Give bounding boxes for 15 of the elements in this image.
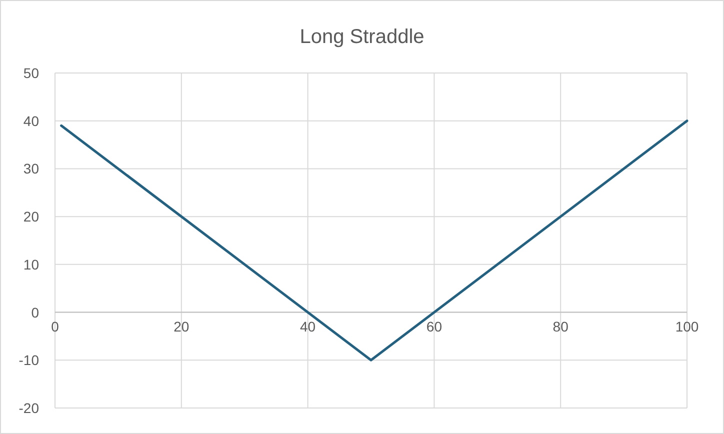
x-tick-label: 60 (426, 318, 442, 334)
y-tick-label: -20 (18, 400, 40, 416)
chart-title: Long Straddle (300, 26, 424, 48)
y-tick-label: 0 (31, 304, 40, 320)
y-tick-label: 20 (23, 208, 40, 225)
y-tick-label: 40 (23, 112, 40, 129)
x-tick-label: 20 (174, 318, 190, 334)
x-tick-label: 0 (51, 318, 60, 334)
x-tick-label: 100 (675, 318, 699, 334)
y-tick-label: -10 (18, 352, 40, 368)
x-tick-label: 40 (300, 318, 316, 334)
y-tick-label: 50 (23, 65, 40, 81)
y-tick-label: 30 (23, 160, 40, 177)
y-tick-label: 10 (23, 256, 40, 272)
x-tick-label: 80 (552, 318, 569, 334)
